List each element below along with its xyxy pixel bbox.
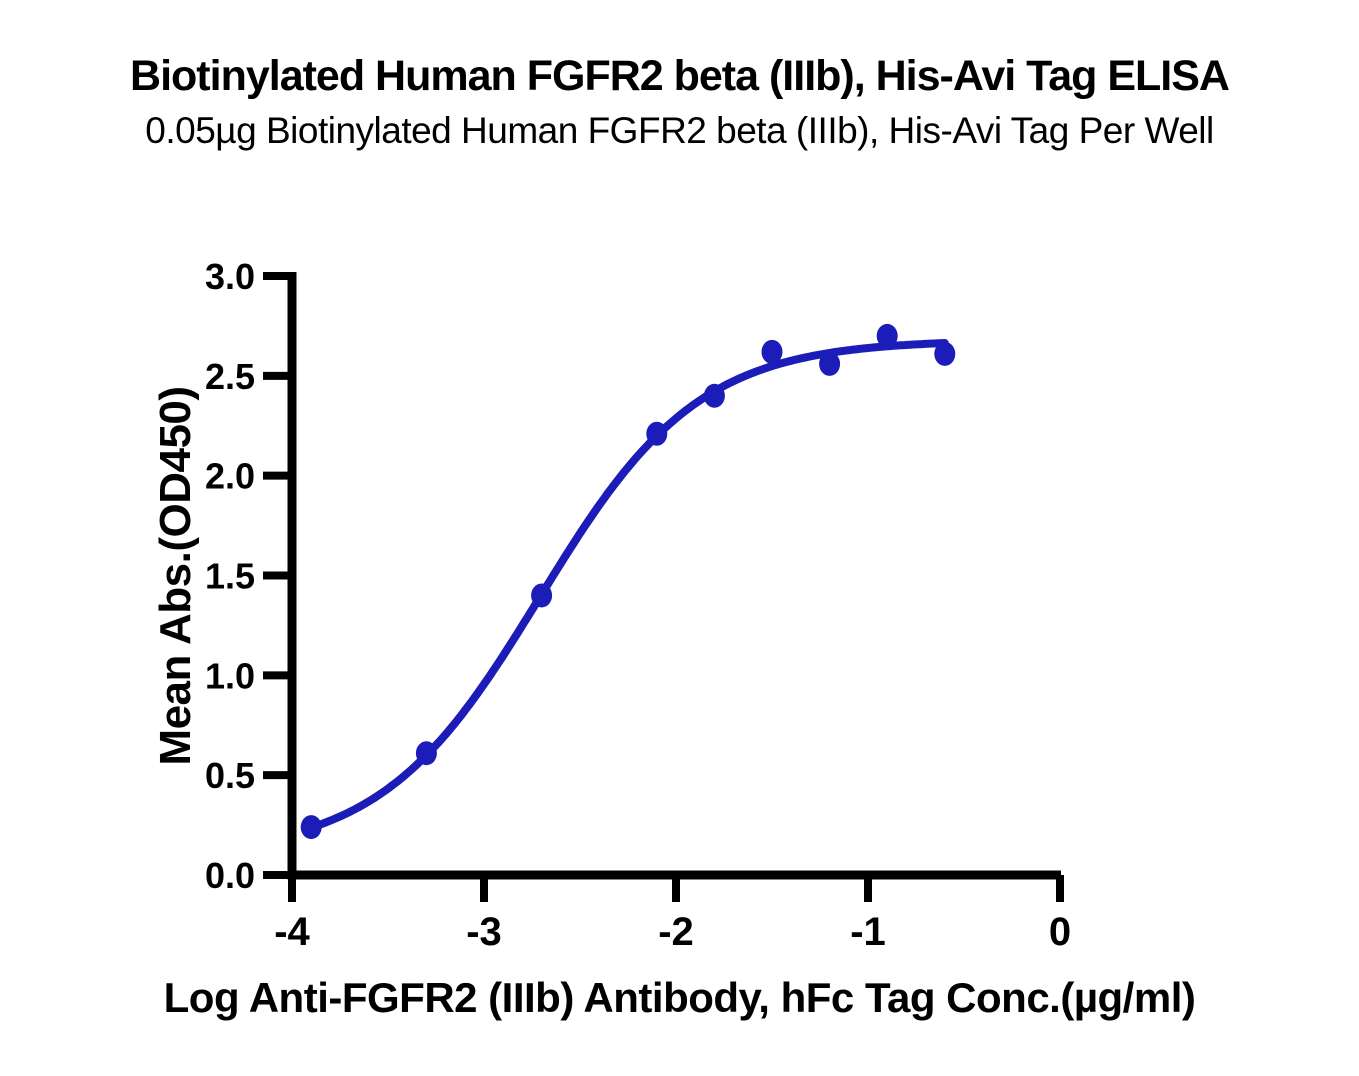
chart-title: Biotinylated Human FGFR2 beta (IIIb), Hi… (130, 52, 1230, 100)
chart-subtitle: 0.05µg Biotinylated Human FGFR2 beta (II… (145, 110, 1214, 151)
fit-curve (307, 339, 949, 832)
y-axis-label: Mean Abs.(OD450) (151, 386, 200, 766)
x-tick-label: -4 (274, 910, 310, 954)
y-tick-label: 2.5 (205, 356, 255, 397)
data-point (415, 741, 437, 766)
y-tick-label: 2.0 (205, 456, 255, 497)
x-tick-label: 0 (1049, 910, 1071, 954)
data-point (761, 339, 783, 364)
data-point (531, 583, 553, 608)
data-point (646, 421, 668, 446)
data-point (819, 351, 841, 376)
x-tick-label: -1 (850, 910, 886, 954)
data-point (300, 815, 322, 840)
data-point (934, 341, 956, 366)
x-axis-label: Log Anti-FGFR2 (IIIb) Antibody, hFc Tag … (163, 974, 1196, 1021)
x-tick-label: -2 (658, 910, 694, 954)
y-tick-label: 0.5 (205, 755, 255, 796)
y-tick-label: 0.0 (205, 855, 255, 896)
y-tick-label: 1.0 (205, 655, 255, 696)
y-tick-label: 3.0 (205, 256, 255, 297)
data-point (876, 323, 898, 348)
y-tick-label: 1.5 (205, 556, 255, 597)
data-point (703, 383, 725, 408)
x-tick-label: -3 (466, 910, 502, 954)
